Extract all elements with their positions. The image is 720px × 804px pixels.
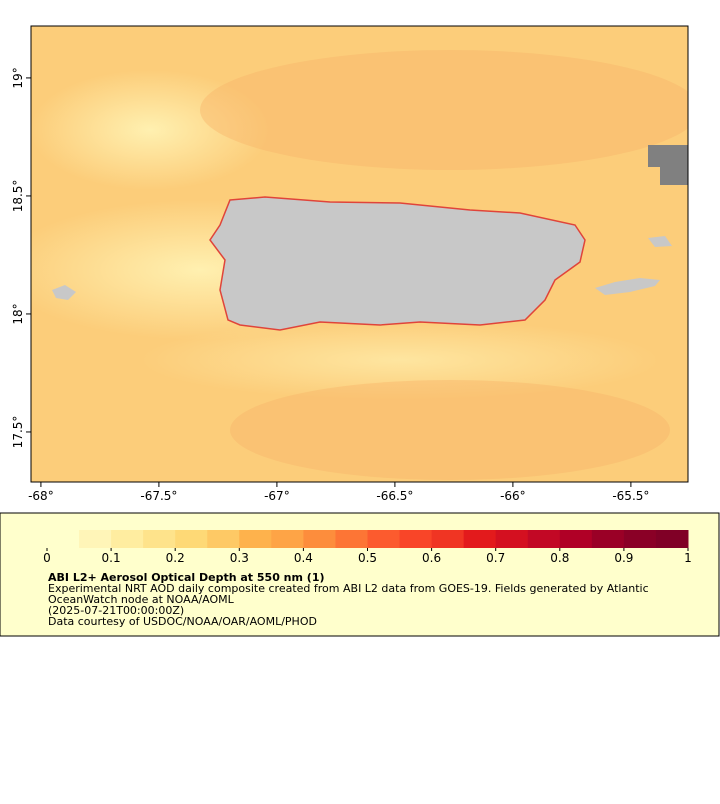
x-tick-label: -65.5°: [612, 489, 649, 503]
colorbar-tick-label: 0.4: [294, 551, 313, 565]
colorbar-tick-label: 0.6: [422, 551, 441, 565]
colorbar-tick-label: 0.1: [102, 551, 121, 565]
colorbar-step: [111, 530, 144, 548]
colorbar-step: [239, 530, 272, 548]
colorbar-step: [591, 530, 625, 548]
culebra: [648, 236, 672, 247]
colorbar-step: [303, 530, 336, 548]
colorbar-step: [655, 530, 689, 548]
haze-region: [140, 320, 660, 400]
x-tick-label: -66°: [500, 489, 526, 503]
colorbar-tick-label: 0.3: [230, 551, 249, 565]
colorbar-tick-label: 0.7: [486, 551, 505, 565]
y-tick-label: 18°: [11, 303, 25, 324]
legend-line: OceanWatch node at NOAA/AOML: [48, 593, 235, 606]
colorbar-tick-label: 1: [684, 551, 692, 565]
y-tick-label: 19°: [11, 67, 25, 88]
y-tick-label: 17.5°: [11, 416, 25, 449]
colorbar-step: [623, 530, 657, 548]
plot-frame: [30, 25, 689, 483]
dense-region: [230, 380, 670, 480]
x-tick-label: -67.5°: [140, 489, 177, 503]
colorbar-tick-label: 0.9: [614, 551, 633, 565]
axes: -68° -67.5° -67° -66.5° -66° -65.5° 17.5° 18° 18…: [11, 67, 649, 503]
no-data: [648, 145, 688, 167]
legend-title: ABI L2+ Aerosol Optical Depth at 550 nm …: [48, 571, 325, 584]
colorbar-tick-label: 0.5: [358, 551, 377, 565]
puerto-rico: [209, 196, 586, 331]
colorbar-step: [335, 530, 368, 548]
legend-line: (2025-07-21T00:00:00Z): [48, 604, 184, 617]
colorbar-step: [79, 530, 112, 548]
colorbar-step: [463, 530, 497, 548]
y-tick-label: 18.5°: [11, 180, 25, 213]
colorbar-step: [495, 530, 529, 548]
colorbar-step: [527, 530, 561, 548]
colorbar-step: [175, 530, 208, 548]
vieques: [595, 278, 660, 295]
colorbar: 0 0.1 0.2 0.3 0.4 0.5 0.6 0.7 0.8 0.9 1: [43, 530, 692, 565]
dense-region: [200, 50, 688, 170]
colorbar-step: [431, 530, 465, 548]
x-tick-label: -66.5°: [376, 489, 413, 503]
colorbar-step: [367, 530, 401, 548]
colorbar-step: [271, 530, 304, 548]
haze-region: [31, 70, 270, 190]
legend-line: Data courtesy of USDOC/NOAA/OAR/AOML/PHO…: [48, 615, 317, 628]
colorbar-tick-label: 0.8: [550, 551, 569, 565]
colorbar-step: [559, 530, 593, 548]
mona-island: [52, 285, 76, 300]
x-tick-label: -68°: [28, 489, 54, 503]
legend-line: Experimental NRT AOD daily composite cre…: [48, 582, 649, 595]
colorbar-step: [47, 530, 80, 548]
colorbar-step: [207, 530, 240, 548]
colorbar-tick-label: 0: [43, 551, 51, 565]
x-tick-label: -67°: [264, 489, 290, 503]
colorbar-step: [143, 530, 176, 548]
no-data: [660, 165, 688, 185]
colorbar-tick-label: 0.2: [166, 551, 185, 565]
colorbar-step: [399, 530, 433, 548]
map-raster: [31, 26, 688, 482]
